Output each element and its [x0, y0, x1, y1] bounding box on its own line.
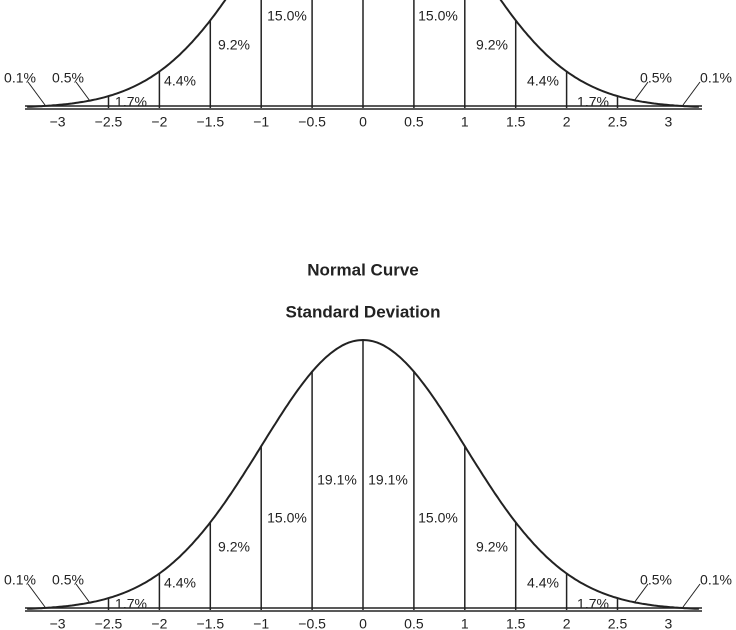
axis-label: −2.5 [95, 114, 123, 130]
axis-label: 1.5 [506, 114, 526, 130]
segment-label: 4.4% [527, 73, 559, 89]
segment-label: 15.0% [267, 510, 307, 526]
axis-label: −2 [151, 114, 167, 130]
axis-label: 0 [359, 616, 367, 630]
leader-line [27, 583, 46, 608]
segment-label: 15.0% [418, 510, 458, 526]
axis-label: −1.5 [196, 114, 224, 130]
axis-label: −1 [253, 114, 269, 130]
leader-line [75, 81, 91, 102]
axis-label: 2.5 [608, 114, 628, 130]
axis-label: 3 [665, 114, 673, 130]
axis-label: 3 [665, 616, 673, 630]
segment-label: 1.7% [115, 94, 147, 110]
segment-label: 0.5% [640, 572, 672, 588]
axis-label: 1 [461, 114, 469, 130]
segment-label: 19.1% [368, 472, 408, 488]
segment-label: 0.1% [700, 70, 732, 86]
axis-label: −1.5 [196, 616, 224, 630]
axis-label: −3 [50, 616, 66, 630]
segment-label: 9.2% [218, 539, 250, 555]
segment-label: 19.1% [317, 472, 357, 488]
segment-label: 4.4% [164, 575, 196, 591]
axis-label: 2 [563, 114, 571, 130]
figure-subtitle: Standard Deviation [286, 302, 441, 321]
segment-label: 15.0% [418, 8, 458, 24]
axis-label: 2 [563, 616, 571, 630]
segment-label: 15.0% [267, 8, 307, 24]
segment-label: 1.7% [577, 94, 609, 110]
axis-label: −1 [253, 616, 269, 630]
leader-line [682, 583, 701, 608]
segment-label: 0.1% [700, 572, 732, 588]
segment-label: 0.1% [4, 572, 36, 588]
segment-label: 1.7% [577, 596, 609, 612]
figure-title: Normal Curve [307, 260, 418, 279]
segment-label: 9.2% [476, 539, 508, 555]
leader-line [633, 81, 649, 102]
segment-label: 1.7% [115, 596, 147, 612]
segment-label: 9.2% [218, 37, 250, 53]
segment-label: 9.2% [476, 37, 508, 53]
leader-line [633, 583, 649, 604]
axis-label: 2.5 [608, 616, 628, 630]
axis-label: 0.5 [404, 114, 424, 130]
axis-label: −0.5 [298, 114, 326, 130]
normal-curve [27, 0, 699, 108]
axis-label: −2 [151, 616, 167, 630]
axis-label: −3 [50, 114, 66, 130]
segment-label: 0.5% [52, 572, 84, 588]
axis-label: 1.5 [506, 616, 526, 630]
axis-label: −0.5 [298, 616, 326, 630]
axis-label: 0.5 [404, 616, 424, 630]
axis-label: 1 [461, 616, 469, 630]
segment-label: 0.1% [4, 70, 36, 86]
segment-label: 0.5% [640, 70, 672, 86]
segment-label: 4.4% [527, 575, 559, 591]
leader-line [27, 81, 46, 106]
leader-line [75, 583, 91, 604]
segment-label: 4.4% [164, 73, 196, 89]
segment-label: 0.5% [52, 70, 84, 86]
axis-label: 0 [359, 114, 367, 130]
axis-label: −2.5 [95, 616, 123, 630]
leader-line [682, 81, 701, 106]
